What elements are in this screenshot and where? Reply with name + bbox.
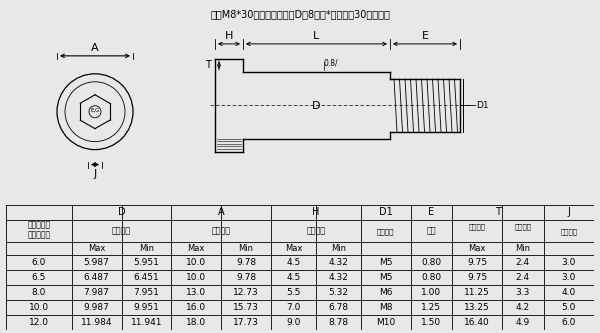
Text: 9.0: 9.0: [286, 318, 301, 327]
Text: Min: Min: [139, 244, 154, 253]
Text: M6: M6: [379, 288, 392, 297]
Text: 六角深度: 六角深度: [514, 223, 531, 229]
Text: A: A: [91, 43, 99, 53]
Text: 2.4: 2.4: [515, 273, 530, 282]
Text: 头部厚度: 头部厚度: [307, 227, 325, 236]
Text: 1.00: 1.00: [421, 288, 442, 297]
Text: H: H: [225, 31, 233, 41]
Text: 3.3: 3.3: [515, 288, 530, 297]
Text: 8.0: 8.0: [32, 288, 46, 297]
Text: 12.0: 12.0: [29, 318, 49, 327]
Text: 8.78: 8.78: [328, 318, 349, 327]
Text: E: E: [428, 207, 434, 217]
Text: 16.0: 16.0: [186, 303, 206, 312]
Text: 2.4: 2.4: [515, 258, 530, 267]
Text: 螺纹直径: 螺纹直径: [377, 228, 395, 234]
Text: D: D: [118, 207, 125, 217]
Text: 7.987: 7.987: [83, 288, 110, 297]
Text: L: L: [313, 31, 320, 41]
Text: 4.32: 4.32: [328, 258, 349, 267]
Text: J: J: [94, 168, 97, 178]
Text: Max: Max: [285, 244, 302, 253]
Text: 12.73: 12.73: [233, 288, 259, 297]
Text: 6.78: 6.78: [328, 303, 349, 312]
Text: 13.25: 13.25: [464, 303, 490, 312]
Text: T: T: [205, 60, 211, 70]
Text: Max: Max: [88, 244, 106, 253]
Text: Min: Min: [331, 244, 346, 253]
Text: D1: D1: [476, 101, 488, 110]
Text: 11.941: 11.941: [131, 318, 162, 327]
Text: T: T: [495, 207, 501, 217]
Text: 4.5: 4.5: [286, 258, 301, 267]
Text: M10: M10: [376, 318, 395, 327]
Text: M8: M8: [379, 303, 392, 312]
Text: Min: Min: [239, 244, 254, 253]
Text: 六角对边: 六角对边: [560, 228, 577, 234]
Text: 11.984: 11.984: [81, 318, 112, 327]
Text: 光杆直径: 光杆直径: [112, 227, 131, 236]
Text: 4.2: 4.2: [515, 303, 530, 312]
Text: J: J: [568, 207, 570, 217]
Text: A: A: [218, 207, 224, 217]
Text: 6.0: 6.0: [562, 318, 576, 327]
Text: 例：M8*30定光杆直径粗（D）8毫米*光杆长度30（毫米）: 例：M8*30定光杆直径粗（D）8毫米*光杆长度30（毫米）: [210, 9, 390, 19]
Text: 6.487: 6.487: [84, 273, 109, 282]
Text: 5.5: 5.5: [286, 288, 301, 297]
Text: 15.73: 15.73: [233, 303, 259, 312]
Text: 5.987: 5.987: [83, 258, 110, 267]
Text: 10.0: 10.0: [29, 303, 49, 312]
Text: 0.8/: 0.8/: [324, 59, 338, 68]
Text: 13.0: 13.0: [186, 288, 206, 297]
Text: 7.0: 7.0: [286, 303, 301, 312]
Text: 9.75: 9.75: [467, 258, 487, 267]
Text: Min: Min: [515, 244, 530, 253]
Text: 5.32: 5.32: [328, 288, 349, 297]
Text: 1.25: 1.25: [421, 303, 442, 312]
Text: 0.80: 0.80: [421, 258, 442, 267]
Text: Max: Max: [188, 244, 205, 253]
Text: 11.25: 11.25: [464, 288, 490, 297]
Text: 螺纹长度: 螺纹长度: [469, 223, 485, 229]
Text: 4.5: 4.5: [286, 273, 301, 282]
Text: E,G: E,G: [91, 108, 100, 113]
Text: 5.951: 5.951: [133, 258, 160, 267]
Text: 10.0: 10.0: [186, 273, 206, 282]
Text: 18.0: 18.0: [186, 318, 206, 327]
Text: D: D: [312, 101, 321, 111]
Text: M5: M5: [379, 273, 392, 282]
Text: 0.80: 0.80: [421, 273, 442, 282]
Text: 基本的肩直
径公称尺寸: 基本的肩直 径公称尺寸: [27, 220, 50, 240]
Text: 4.0: 4.0: [562, 288, 576, 297]
Text: 1.50: 1.50: [421, 318, 442, 327]
Text: 6.451: 6.451: [134, 273, 160, 282]
Text: 9.951: 9.951: [133, 303, 160, 312]
Text: 6.5: 6.5: [32, 273, 46, 282]
Text: 17.73: 17.73: [233, 318, 259, 327]
Text: M5: M5: [379, 258, 392, 267]
Text: 头部直径: 头部直径: [212, 227, 230, 236]
Text: 3.0: 3.0: [562, 273, 576, 282]
Text: 4.32: 4.32: [328, 273, 349, 282]
Text: 4.9: 4.9: [515, 318, 530, 327]
Text: 5.0: 5.0: [562, 303, 576, 312]
Text: 7.951: 7.951: [133, 288, 160, 297]
Text: 9.987: 9.987: [83, 303, 110, 312]
Text: 9.78: 9.78: [236, 258, 256, 267]
Text: 6.0: 6.0: [32, 258, 46, 267]
Text: 10.0: 10.0: [186, 258, 206, 267]
Text: 9.78: 9.78: [236, 273, 256, 282]
Text: 螺距: 螺距: [427, 227, 436, 236]
Text: 16.40: 16.40: [464, 318, 490, 327]
Text: E: E: [421, 31, 428, 41]
Text: D1: D1: [379, 207, 392, 217]
Text: Max: Max: [469, 244, 486, 253]
Text: 9.75: 9.75: [467, 273, 487, 282]
Text: 3.0: 3.0: [562, 258, 576, 267]
Text: H: H: [312, 207, 320, 217]
